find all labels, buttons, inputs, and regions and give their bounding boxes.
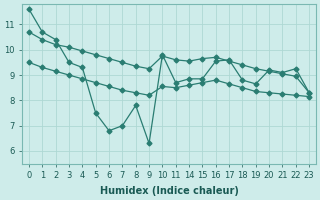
X-axis label: Humidex (Indice chaleur): Humidex (Indice chaleur) xyxy=(100,186,238,196)
